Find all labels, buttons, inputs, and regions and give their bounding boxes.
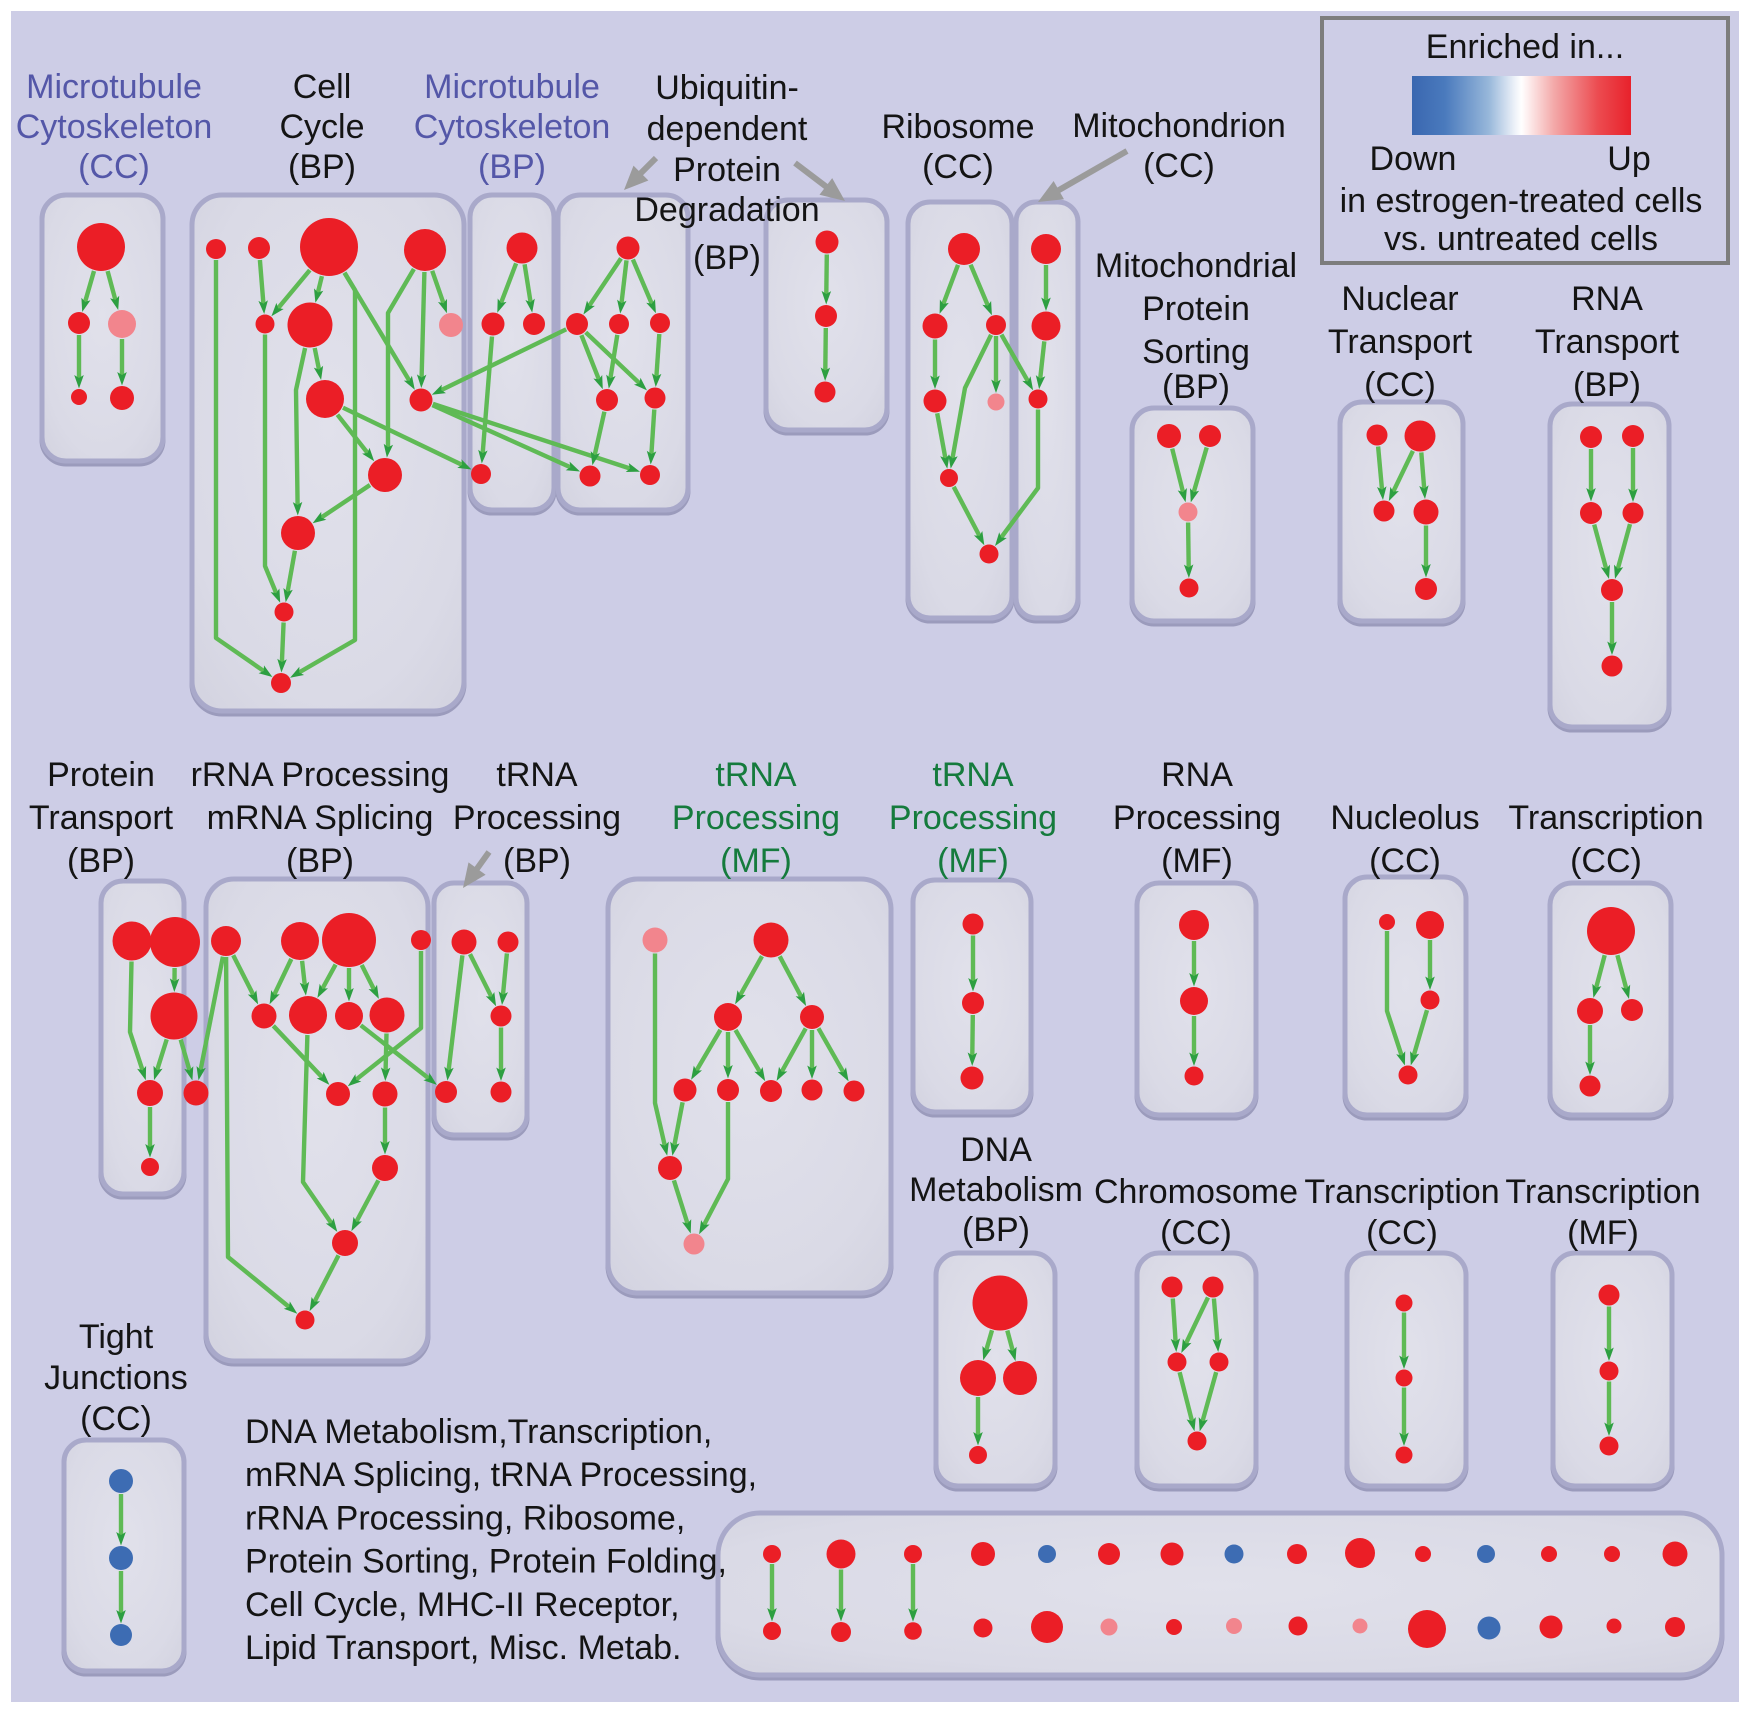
- svg-text:Cell Cycle, MHC-II Receptor,: Cell Cycle, MHC-II Receptor,: [245, 1586, 680, 1624]
- svg-text:Nucleolus: Nucleolus: [1330, 799, 1479, 837]
- svg-text:(BP): (BP): [67, 842, 135, 880]
- svg-text:Protein Sorting, Protein Foldi: Protein Sorting, Protein Folding,: [245, 1543, 727, 1581]
- svg-text:Transport: Transport: [1535, 323, 1680, 361]
- svg-text:tRNA: tRNA: [715, 756, 797, 794]
- svg-text:(BP): (BP): [1162, 368, 1230, 406]
- svg-text:(CC): (CC): [922, 148, 994, 186]
- svg-text:Cell: Cell: [293, 68, 352, 106]
- svg-text:(CC): (CC): [1364, 366, 1436, 404]
- svg-text:Protein: Protein: [673, 151, 781, 189]
- svg-text:vs. untreated cells: vs. untreated cells: [1384, 220, 1658, 258]
- svg-text:Mitochondrion: Mitochondrion: [1072, 107, 1286, 145]
- svg-text:Up: Up: [1607, 140, 1650, 178]
- svg-text:tRNA: tRNA: [932, 756, 1014, 794]
- svg-text:Nuclear: Nuclear: [1341, 280, 1458, 318]
- svg-text:Cytoskeleton: Cytoskeleton: [414, 108, 611, 146]
- svg-text:Enriched in...: Enriched in...: [1426, 28, 1624, 66]
- svg-text:Processing: Processing: [672, 799, 840, 837]
- svg-text:dependent: dependent: [647, 110, 808, 148]
- svg-text:Metabolism: Metabolism: [909, 1171, 1083, 1209]
- svg-text:(CC): (CC): [78, 148, 150, 186]
- svg-text:rRNA Processing: rRNA Processing: [191, 756, 450, 794]
- svg-text:rRNA Processing, Ribosome,: rRNA Processing, Ribosome,: [245, 1499, 685, 1537]
- svg-text:Processing: Processing: [889, 799, 1057, 837]
- svg-text:Protein: Protein: [1142, 290, 1250, 328]
- svg-text:DNA Metabolism,Transcription,: DNA Metabolism,Transcription,: [245, 1413, 712, 1451]
- svg-text:Chromosome: Chromosome: [1094, 1173, 1298, 1211]
- svg-text:Microtubule: Microtubule: [26, 68, 202, 106]
- svg-text:(MF): (MF): [1161, 842, 1233, 880]
- svg-text:(CC): (CC): [1369, 842, 1441, 880]
- svg-text:(CC): (CC): [1143, 147, 1215, 185]
- svg-text:Degradation: Degradation: [634, 191, 819, 229]
- svg-text:RNA: RNA: [1161, 756, 1233, 794]
- svg-text:RNA: RNA: [1571, 280, 1643, 318]
- svg-text:in estrogen-treated cells: in estrogen-treated cells: [1340, 182, 1703, 220]
- svg-text:(MF): (MF): [937, 842, 1009, 880]
- svg-text:DNA: DNA: [960, 1131, 1032, 1169]
- svg-text:Transcription: Transcription: [1508, 799, 1703, 837]
- svg-text:Tight: Tight: [79, 1318, 154, 1356]
- svg-text:Transcription: Transcription: [1304, 1173, 1499, 1211]
- svg-text:Cytoskeleton: Cytoskeleton: [16, 108, 213, 146]
- svg-text:(MF): (MF): [720, 842, 792, 880]
- svg-text:Mitochondrial: Mitochondrial: [1095, 247, 1297, 285]
- svg-text:Junctions: Junctions: [44, 1359, 188, 1397]
- svg-text:Sorting: Sorting: [1142, 333, 1250, 371]
- svg-text:(CC): (CC): [1366, 1214, 1438, 1252]
- svg-text:tRNA: tRNA: [496, 756, 578, 794]
- svg-text:(CC): (CC): [1570, 842, 1642, 880]
- svg-text:(BP): (BP): [1573, 366, 1641, 404]
- svg-text:Cycle: Cycle: [279, 108, 364, 146]
- svg-text:(MF): (MF): [1567, 1214, 1639, 1252]
- svg-text:Transcription: Transcription: [1505, 1173, 1700, 1211]
- svg-text:Ribosome: Ribosome: [881, 108, 1034, 146]
- svg-text:(BP): (BP): [478, 148, 546, 186]
- svg-text:(BP): (BP): [288, 148, 356, 186]
- svg-text:(CC): (CC): [1160, 1214, 1232, 1252]
- svg-text:Microtubule: Microtubule: [424, 68, 600, 106]
- svg-text:Protein: Protein: [47, 756, 155, 794]
- svg-text:(BP): (BP): [286, 842, 354, 880]
- svg-text:mRNA Splicing: mRNA Splicing: [207, 799, 434, 837]
- svg-text:(BP): (BP): [693, 239, 761, 277]
- svg-text:(BP): (BP): [503, 842, 571, 880]
- svg-text:(CC): (CC): [80, 1400, 152, 1438]
- svg-text:(BP): (BP): [962, 1211, 1030, 1249]
- svg-text:Lipid Transport, Misc. Metab.: Lipid Transport, Misc. Metab.: [245, 1629, 682, 1667]
- svg-text:Processing: Processing: [1113, 799, 1281, 837]
- svg-text:Transport: Transport: [29, 799, 174, 837]
- svg-text:Processing: Processing: [453, 799, 621, 837]
- svg-text:Ubiquitin-: Ubiquitin-: [655, 69, 799, 107]
- svg-text:mRNA Splicing, tRNA Processing: mRNA Splicing, tRNA Processing,: [245, 1456, 757, 1494]
- svg-text:Transport: Transport: [1328, 323, 1473, 361]
- svg-text:Down: Down: [1370, 140, 1457, 178]
